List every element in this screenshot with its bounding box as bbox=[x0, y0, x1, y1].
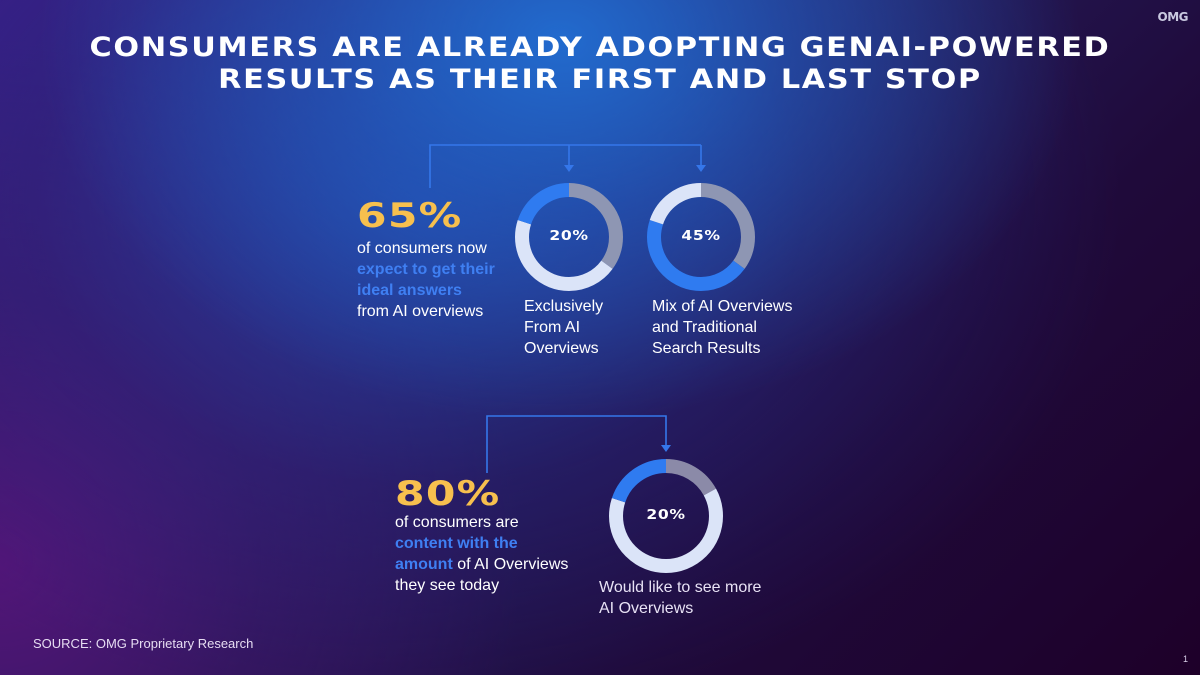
caption-line: AI Overviews bbox=[599, 600, 694, 617]
donut-caption-want-more: Would like to see more AI Overviews bbox=[599, 577, 761, 619]
desc-line: of consumers now bbox=[357, 240, 487, 257]
desc-highlight: amount bbox=[395, 556, 453, 573]
donut-center-label: 45% bbox=[681, 229, 721, 244]
stat-65-percent: 65% bbox=[357, 196, 463, 236]
desc-highlight: ideal answers bbox=[357, 282, 462, 299]
donut-chart-mix: 45% bbox=[647, 183, 755, 291]
title-line-1: Consumers are already adopting GenAI-pow… bbox=[89, 32, 1111, 63]
caption-line: Would like to see more bbox=[599, 579, 762, 596]
page-number: 1 bbox=[1182, 654, 1188, 664]
caption-line: Exclusively bbox=[524, 298, 604, 315]
title-line-2: results as their first and last stop bbox=[218, 64, 982, 95]
donut-caption-exclusive: Exclusively From AI Overviews bbox=[524, 296, 603, 359]
arrow-down-icon bbox=[564, 165, 574, 172]
omg-logo: OMG bbox=[1157, 10, 1189, 24]
desc-highlight: expect to get their bbox=[357, 261, 495, 278]
desc-line: they see today bbox=[395, 577, 500, 594]
desc-line: amount of AI Overviews bbox=[395, 554, 595, 575]
caption-line: Search Results bbox=[652, 340, 761, 357]
caption-line: Overviews bbox=[524, 340, 599, 357]
stat-80-percent: 80% bbox=[395, 474, 501, 514]
donut-chart-want-more: 20% bbox=[609, 459, 723, 573]
desc-text: of AI Overviews bbox=[452, 556, 569, 573]
stat-65-description: of consumers now expect to get their ide… bbox=[357, 238, 517, 322]
desc-line: from AI overviews bbox=[357, 303, 484, 320]
donut-center-label: 20% bbox=[549, 229, 589, 244]
stat-80-description: of consumers are content with the amount… bbox=[395, 512, 595, 596]
donut-center-label: 20% bbox=[646, 508, 686, 523]
donut-caption-mix: Mix of AI Overviews and Traditional Sear… bbox=[652, 296, 792, 359]
arrow-down-icon bbox=[661, 445, 671, 452]
connector-top bbox=[429, 144, 701, 188]
caption-line: Mix of AI Overviews bbox=[652, 298, 793, 315]
donut-chart-exclusive: 20% bbox=[515, 183, 623, 291]
caption-line: From AI bbox=[524, 319, 581, 336]
caption-line: and Traditional bbox=[652, 319, 757, 336]
desc-line: of consumers are bbox=[395, 514, 519, 531]
arrow-down-icon bbox=[696, 165, 706, 172]
desc-highlight: content with the bbox=[395, 535, 518, 552]
source-note: SOURCE: OMG Proprietary Research bbox=[33, 636, 254, 651]
slide-title: Consumers are already adopting GenAI-pow… bbox=[0, 32, 1200, 96]
